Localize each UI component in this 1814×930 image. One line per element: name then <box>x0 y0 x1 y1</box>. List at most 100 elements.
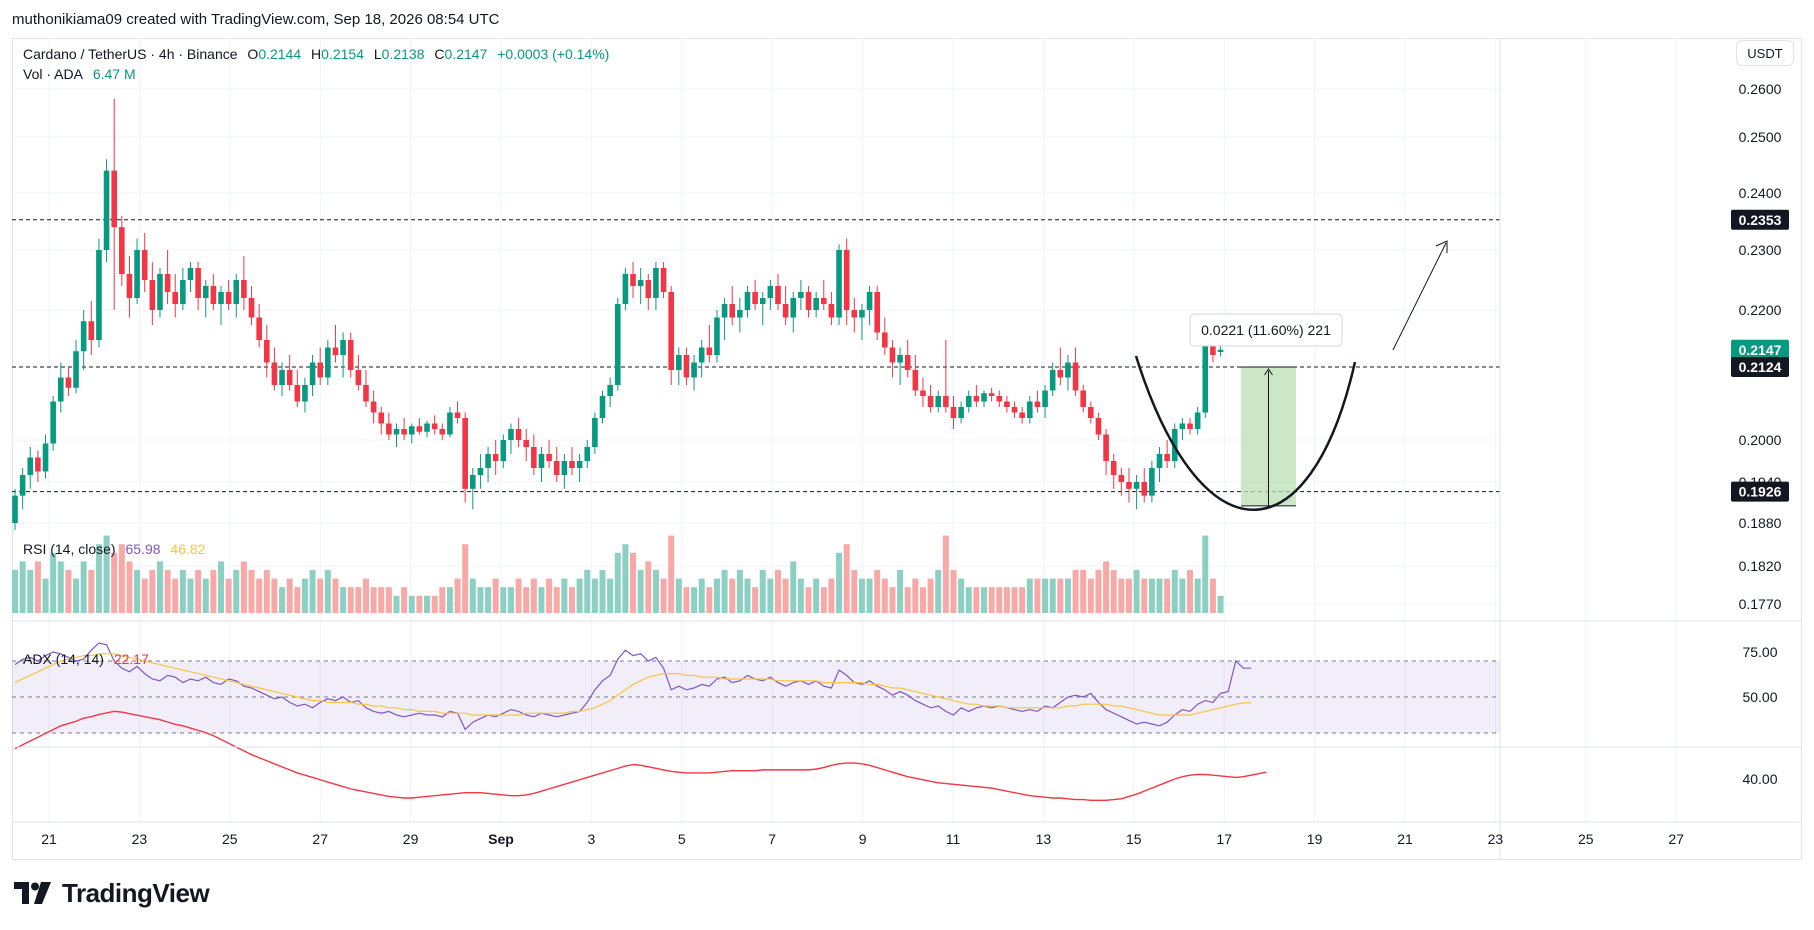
candle-body <box>676 355 682 370</box>
time-tick-label: 23 <box>1488 831 1504 847</box>
volume-bar <box>477 587 484 613</box>
measure-label-text: 0.0221 (11.60%) 221 <box>1201 322 1331 338</box>
time-tick-label: 15 <box>1126 831 1142 847</box>
rsi-ma-line <box>14 653 1252 716</box>
measure-label: 0.0221 (11.60%) 221 <box>1189 313 1343 347</box>
volume-bar <box>858 578 865 613</box>
volume-bar <box>889 587 896 613</box>
volume-bar <box>942 535 949 613</box>
price-tick-label: 0.1770 <box>1739 596 1782 612</box>
adx-legend[interactable]: ADX (14, 14) 22.17 <box>23 651 149 667</box>
volume-bar <box>1209 578 1216 613</box>
rsi-label: RSI (14, close) <box>23 541 116 557</box>
volume-bar <box>553 587 560 613</box>
volume-bar <box>996 587 1003 613</box>
price-label: 0.1926 <box>1739 484 1782 500</box>
candle-body <box>164 274 171 292</box>
candle-body <box>866 292 873 310</box>
volume-bar <box>294 587 301 613</box>
volume-bar <box>790 561 797 613</box>
candle-body <box>897 355 903 363</box>
drawings[interactable] <box>1134 240 1448 511</box>
volume-bar <box>370 587 377 613</box>
candle-body <box>1065 362 1071 378</box>
cup-curve <box>1134 355 1357 511</box>
candle-body <box>1141 482 1148 496</box>
volume-bar <box>691 587 698 613</box>
volume-bar <box>1049 578 1056 613</box>
adx-value: 22.17 <box>113 651 149 667</box>
candle-body <box>630 274 636 286</box>
volume-bar <box>614 552 621 613</box>
volume-bar <box>1080 570 1087 613</box>
candle-body <box>645 280 652 298</box>
volume-bar <box>210 570 217 613</box>
candle-body <box>157 274 163 310</box>
candle-body <box>477 468 484 475</box>
time-tick-label: 25 <box>222 831 238 847</box>
volume-bar <box>57 561 64 613</box>
candle-body <box>653 268 659 298</box>
currency-button[interactable]: USDT <box>1736 40 1794 66</box>
volume-bar <box>279 587 286 613</box>
volume-bar <box>27 570 34 613</box>
volume-bar <box>1217 595 1224 613</box>
candle-body <box>828 304 835 318</box>
time-tick-label: 3 <box>588 831 596 847</box>
price-label-bg <box>1731 339 1789 360</box>
candle-body <box>790 298 797 318</box>
volume-bar <box>874 570 881 613</box>
candle-body <box>996 396 1003 402</box>
candle-body <box>1042 390 1048 407</box>
candle-body <box>782 304 789 318</box>
volume-bar <box>118 544 125 613</box>
rsi-tick-label: 50.00 <box>1742 689 1777 705</box>
volume-bar <box>73 578 80 613</box>
time-tick-label: 13 <box>1036 831 1052 847</box>
candle-body <box>73 351 79 388</box>
volume-bar <box>347 587 354 613</box>
candle-body <box>500 440 507 461</box>
candle-body <box>347 340 354 370</box>
price-tick-label: 0.1880 <box>1739 515 1782 531</box>
volume-bar <box>546 578 553 613</box>
volume-bar <box>1057 578 1064 613</box>
projection-arrow <box>1392 242 1447 351</box>
volume-label[interactable]: Vol · ADA <box>23 66 83 82</box>
volume-bar <box>141 578 148 613</box>
volume-bar <box>851 570 858 613</box>
candle-body <box>271 362 278 385</box>
candle-body <box>187 268 194 280</box>
volume-bar <box>698 578 705 613</box>
candle-body <box>1072 362 1079 391</box>
price-range-measure[interactable] <box>1241 366 1296 507</box>
candle-body <box>988 393 995 396</box>
volume-bar <box>607 578 614 613</box>
candle-body <box>424 423 430 432</box>
candle-body <box>470 475 476 489</box>
candle-body <box>1149 468 1155 496</box>
candle-body <box>561 461 568 475</box>
time-tick-label: 5 <box>678 831 686 847</box>
candle-body <box>714 317 720 355</box>
candle-body <box>1187 423 1193 429</box>
volume-bar <box>912 578 919 613</box>
symbol-name[interactable]: Cardano / TetherUS · 4h · Binance <box>23 46 238 62</box>
volume-bar <box>248 570 255 613</box>
tradingview-logo[interactable]: TradingView <box>14 878 210 908</box>
candle-body <box>744 292 751 310</box>
rsi-legend[interactable]: RSI (14, close) 65.98 46.82 <box>23 541 205 557</box>
volume-bar <box>576 578 583 613</box>
candle-body <box>546 454 552 461</box>
volume-bar <box>759 570 766 613</box>
candle-body <box>775 286 781 304</box>
candle-body <box>19 475 26 496</box>
candle-body <box>241 280 247 298</box>
candle-body <box>279 370 285 385</box>
candle-body <box>836 250 842 318</box>
price-tick-label: 0.1820 <box>1739 558 1782 574</box>
volume-bar <box>820 587 827 613</box>
low-label: L <box>373 46 382 62</box>
price-tick-label: 0.2200 <box>1739 302 1782 318</box>
